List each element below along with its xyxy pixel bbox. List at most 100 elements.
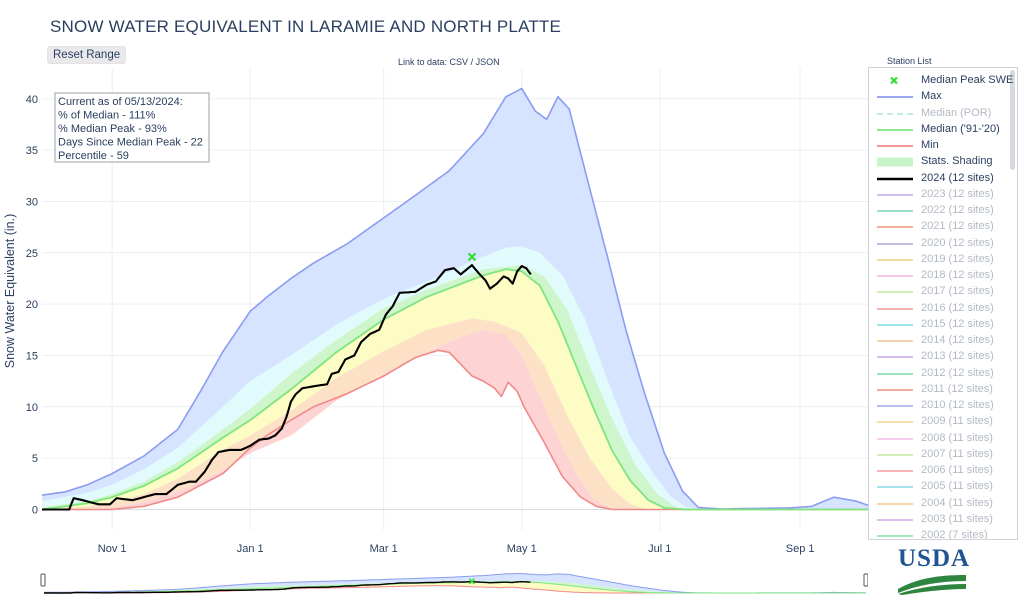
legend-item-label: Median Peak SWE — [921, 74, 1014, 86]
station-legend[interactable]: Median Peak SWE Max Median (POR) Median ('9… — [868, 67, 1018, 540]
legend-swatch-icon — [877, 323, 913, 326]
y-tick-label: 35 — [26, 145, 38, 157]
legend-swatch-icon — [877, 258, 913, 261]
legend-swatch-icon — [877, 372, 913, 375]
legend-item[interactable]: 2005 (11 sites) — [869, 479, 1009, 495]
legend-item[interactable]: 2017 (12 sites) — [869, 284, 1009, 300]
band-median-p30 — [42, 269, 868, 510]
legend-item[interactable]: 2003 (11 sites) — [869, 512, 1009, 528]
legend-item[interactable]: Median ('91-'20) — [869, 122, 1009, 138]
legend-item-label: 2003 (11 sites) — [921, 512, 993, 525]
x-tick-label: May 1 — [507, 543, 537, 555]
legend-item[interactable]: 2018 (12 sites) — [869, 268, 1009, 284]
x-tick-label: Jul 1 — [648, 543, 671, 555]
info-box-line: Percentile - 59 — [58, 150, 129, 162]
slider-2024-line — [44, 580, 531, 594]
legend-item-label: 2024 (12 sites) — [921, 171, 994, 184]
y-tick-label: 40 — [26, 94, 38, 106]
legend-item[interactable]: 2009 (11 sites) — [869, 414, 1009, 430]
legend-item[interactable]: 2024 (12 sites) — [869, 171, 1009, 187]
legend-item[interactable]: Median (POR) — [869, 106, 1009, 122]
range-slider-right-handle[interactable] — [863, 573, 868, 587]
reset-range-button[interactable]: Reset Range — [47, 46, 127, 64]
x-tick-label: Sep 1 — [786, 543, 815, 555]
legend-item[interactable]: 2022 (12 sites) — [869, 203, 1009, 219]
legend-scrollbar[interactable] — [1010, 70, 1015, 170]
usda-logo: USDA — [896, 545, 971, 595]
legend-item[interactable]: 2007 (11 sites) — [869, 447, 1009, 463]
legend-item-label: Min — [921, 139, 939, 151]
csv-link[interactable]: CSV — [449, 57, 469, 67]
page-title: SNOW WATER EQUIVALENT IN LARAMIE AND NOR… — [50, 17, 562, 36]
legend-item-label: 2005 (11 sites) — [921, 480, 993, 493]
legend-item[interactable]: Max — [869, 89, 1009, 105]
legend-item[interactable]: 2021 (12 sites) — [869, 219, 1009, 235]
legend-item-label: 2002 (7 sites) — [921, 529, 988, 540]
legend-item-label: 2009 (11 sites) — [921, 415, 993, 428]
legend-item[interactable]: 2014 (12 sites) — [869, 333, 1009, 349]
info-box-line: Current as of 05/13/2024: — [58, 96, 183, 108]
legend-swatch-icon — [877, 112, 913, 115]
legend-item[interactable]: 2012 (12 sites) — [869, 366, 1009, 382]
legend-item[interactable]: Stats. Shading — [869, 154, 1009, 170]
legend-swatch-icon — [877, 157, 913, 167]
x-tick-label: Jan 1 — [237, 543, 264, 555]
legend-swatch-icon — [877, 486, 913, 489]
legend-item-label: 2016 (12 sites) — [921, 301, 994, 314]
slider-peak-marker — [468, 578, 475, 585]
legend-item[interactable]: 2004 (11 sites) — [869, 496, 1009, 512]
swe-chart[interactable]: 0 5 10 15 20 25 30 35 40 Nov 1 Jan 1 Mar 1 May 1 Jul … — [0, 0, 868, 597]
legend-item-label: 2013 (12 sites) — [921, 350, 994, 363]
legend-item-label: 2019 (12 sites) — [921, 252, 994, 265]
legend-x-marker-icon — [890, 76, 898, 85]
usda-logo-mark — [898, 575, 966, 595]
legend-item[interactable]: 2019 (12 sites) — [869, 252, 1009, 268]
legend-item-label: 2017 (12 sites) — [921, 285, 994, 298]
legend-swatch-icon — [877, 421, 913, 424]
legend-item[interactable]: 2020 (12 sites) — [869, 236, 1009, 252]
y-tick-label: 5 — [32, 453, 38, 465]
legend-item[interactable]: Median Peak SWE — [869, 73, 1013, 89]
legend-item-label: Median ('91-'20) — [921, 122, 1000, 135]
legend-item[interactable]: 2008 (11 sites) — [869, 431, 1009, 447]
legend-item[interactable]: 2006 (11 sites) — [869, 463, 1009, 479]
legend-swatch-icon — [877, 502, 913, 505]
legend-swatch-icon — [877, 96, 913, 99]
y-tick-label: 25 — [26, 248, 38, 260]
legend-item-label: 2020 (12 sites) — [921, 236, 994, 249]
legend-item[interactable]: 2015 (12 sites) — [869, 317, 1009, 333]
legend-swatch-icon — [877, 226, 913, 229]
legend-item-label: 2023 (12 sites) — [921, 187, 994, 200]
median-peak-marker — [467, 252, 477, 262]
data-links-separator: / — [468, 57, 476, 67]
band-p90-p70 — [42, 246, 868, 510]
legend-item-label: 2010 (12 sites) — [921, 399, 994, 411]
legend-swatch-icon — [877, 388, 913, 391]
info-box-line: % of Median - 111% — [58, 110, 156, 122]
legend-item[interactable]: 2013 (12 sites) — [869, 349, 1009, 365]
legend-item[interactable]: 2023 (12 sites) — [869, 187, 1009, 203]
legend-item[interactable]: 2011 (12 sites) — [869, 382, 1009, 398]
y-tick-label: 10 — [26, 402, 38, 414]
legend-swatch-icon — [877, 242, 913, 245]
info-box-line: Days Since Median Peak - 22 — [58, 137, 203, 149]
y-tick-label: 15 — [26, 350, 38, 362]
legend-swatch-icon — [877, 340, 913, 342]
legend-item[interactable]: 2010 (12 sites) — [869, 398, 1009, 414]
legend-swatch-icon — [877, 291, 913, 294]
legend-item-label: Stats. Shading — [921, 155, 993, 168]
slider-band-lower — [44, 581, 866, 593]
legend-item-label: 2006 (11 sites) — [921, 464, 993, 476]
legend-item-label: 2014 (12 sites) — [921, 334, 994, 346]
json-link[interactable]: JSON — [475, 57, 500, 67]
y-axis-title: Snow Water Equivalent (in.) — [3, 214, 17, 368]
legend-item[interactable]: 2002 (7 sites) — [869, 528, 1009, 540]
usda-wordmark: USDA — [898, 545, 971, 572]
series-median-line — [41, 268, 868, 511]
y-tick-label: 30 — [26, 196, 38, 208]
legend-swatch-icon — [877, 453, 913, 456]
data-links: Link to data: CSV / JSON — [398, 57, 500, 67]
range-slider-left-handle[interactable] — [40, 573, 46, 587]
legend-item[interactable]: Min — [869, 138, 1009, 154]
legend-item[interactable]: 2016 (12 sites) — [869, 301, 1009, 317]
